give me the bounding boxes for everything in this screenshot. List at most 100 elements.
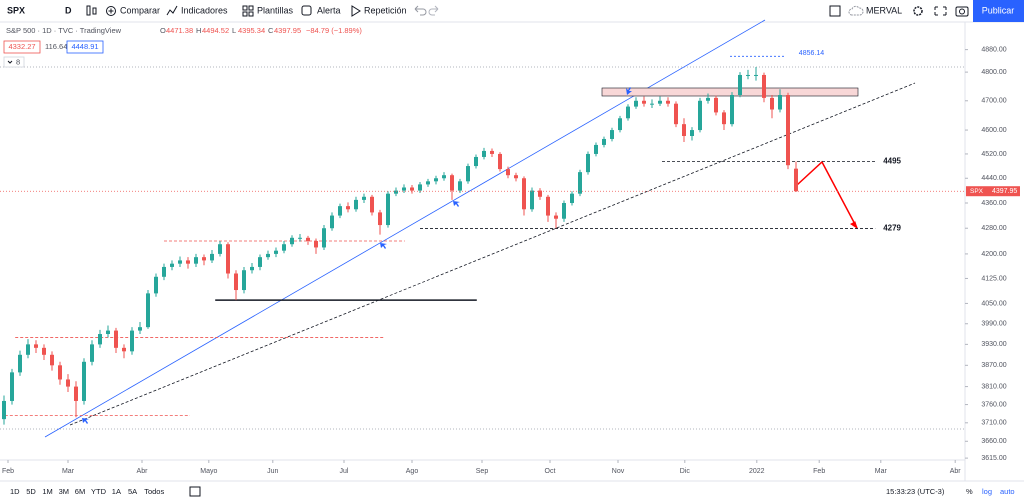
x-tick-label: Abr — [137, 468, 149, 475]
alert[interactable]: Alerta — [317, 5, 341, 15]
templates[interactable]: Plantillas — [257, 5, 294, 15]
candle-body — [242, 270, 246, 291]
resistance-box[interactable] — [601, 87, 859, 97]
y-tick-label: 4800.00 — [981, 69, 1006, 76]
y-tick-label: 3990.00 — [981, 321, 1006, 328]
candle-body — [602, 138, 606, 145]
candle-body — [106, 330, 110, 335]
publish-button[interactable] — [973, 0, 1024, 22]
candle-body — [178, 260, 182, 264]
range-button[interactable]: 5D — [26, 487, 36, 496]
candle-body — [610, 130, 614, 139]
candle-body — [354, 199, 358, 210]
log-toggle[interactable]: log — [982, 487, 992, 496]
x-tick-label: Mar — [875, 468, 888, 475]
redo[interactable] — [428, 5, 439, 16]
candle-icon[interactable] — [86, 5, 97, 16]
candle-body — [202, 257, 206, 261]
y-tick-label: 4700.00 — [981, 98, 1006, 105]
replay-icon[interactable] — [351, 5, 361, 17]
candle-body — [546, 196, 550, 216]
trend-line[interactable] — [69, 82, 916, 426]
candle-body — [594, 144, 598, 154]
replay[interactable]: Repetición — [364, 5, 407, 15]
x-tick-label: Mayo — [200, 468, 217, 475]
candle-body — [722, 112, 726, 125]
candle-body — [698, 100, 702, 131]
cloud-icon[interactable] — [848, 5, 864, 16]
candle-body — [330, 215, 334, 229]
candle-body — [538, 190, 542, 197]
ask-box[interactable] — [66, 40, 104, 54]
symbol[interactable]: SPX — [7, 5, 25, 15]
date-range[interactable] — [189, 486, 201, 497]
toggle: 8 — [16, 57, 20, 66]
range-button[interactable]: 3M — [59, 487, 69, 496]
range-button[interactable]: 1M — [42, 487, 52, 496]
candle-body — [154, 276, 158, 294]
candle-body — [482, 150, 486, 157]
range-button[interactable]: 5A — [128, 487, 137, 496]
ohlc-key: C — [268, 26, 274, 35]
candle-body — [754, 74, 758, 76]
undo[interactable] — [414, 5, 427, 16]
y-tick-label: 3870.00 — [981, 362, 1006, 369]
interval[interactable]: D — [65, 5, 72, 15]
percent-toggle[interactable]: % — [966, 487, 973, 496]
range-button[interactable]: 1A — [112, 487, 121, 496]
fullscreen[interactable] — [934, 6, 947, 16]
candle-body — [274, 250, 278, 254]
indicators-icon[interactable] — [166, 5, 178, 16]
ranges: 1D 5D 1M 3M 6M YTD 1A 5A Todos — [10, 487, 164, 496]
candle-body — [218, 244, 222, 254]
toggle-box[interactable] — [3, 56, 25, 68]
range-button[interactable]: 6M — [75, 487, 85, 496]
index-name[interactable]: MERVAL — [866, 5, 902, 15]
x-tick-label: Mar — [62, 468, 75, 475]
candle-body — [658, 100, 662, 104]
compare[interactable]: Comparar — [120, 5, 160, 15]
range-button[interactable]: Todos — [144, 487, 164, 496]
publish-label: Publicar — [982, 5, 1015, 15]
compare-icon[interactable] — [106, 6, 116, 16]
indicators[interactable]: Indicadores — [181, 5, 228, 15]
candle-body — [90, 344, 94, 362]
y-tick-label: 4880.00 — [981, 46, 1006, 53]
candle-body — [378, 212, 382, 226]
range-button[interactable]: 1D — [10, 487, 20, 496]
candle-body — [474, 156, 478, 167]
candle-body — [322, 228, 326, 248]
y-tick-label: 4520.00 — [981, 151, 1006, 158]
alert-icon[interactable] — [301, 5, 312, 16]
candle-body — [82, 361, 86, 401]
candle-body — [258, 257, 262, 267]
candle-body — [98, 334, 102, 345]
y-tick-label: 3710.00 — [981, 420, 1006, 427]
candle-body — [186, 260, 190, 264]
measure-label: 4856.14 — [799, 50, 824, 57]
settings[interactable] — [913, 6, 923, 16]
range-button[interactable]: YTD — [91, 487, 107, 496]
projection-arrow[interactable] — [796, 160, 858, 229]
layout-icon[interactable] — [829, 5, 841, 17]
candle-body — [426, 181, 430, 185]
x-tick-label: Feb — [813, 468, 825, 475]
candle-body — [650, 103, 654, 105]
bid-box[interactable] — [3, 40, 41, 54]
candle-body — [338, 206, 342, 216]
templates-icon[interactable] — [242, 5, 254, 17]
candle-body — [674, 103, 678, 125]
candle-body — [386, 193, 390, 226]
x-tick-label: Feb — [2, 468, 14, 475]
x-tick-label: Jul — [340, 468, 349, 475]
snapshot[interactable] — [955, 6, 969, 17]
candle-body — [146, 293, 150, 328]
auto-toggle[interactable]: auto — [1000, 487, 1015, 496]
candle-body — [74, 386, 78, 401]
y-tick-label: 3930.00 — [981, 341, 1006, 348]
candle-body — [266, 253, 270, 258]
candle-body — [730, 95, 734, 125]
candle-body — [770, 97, 774, 110]
candle-body — [226, 244, 230, 274]
